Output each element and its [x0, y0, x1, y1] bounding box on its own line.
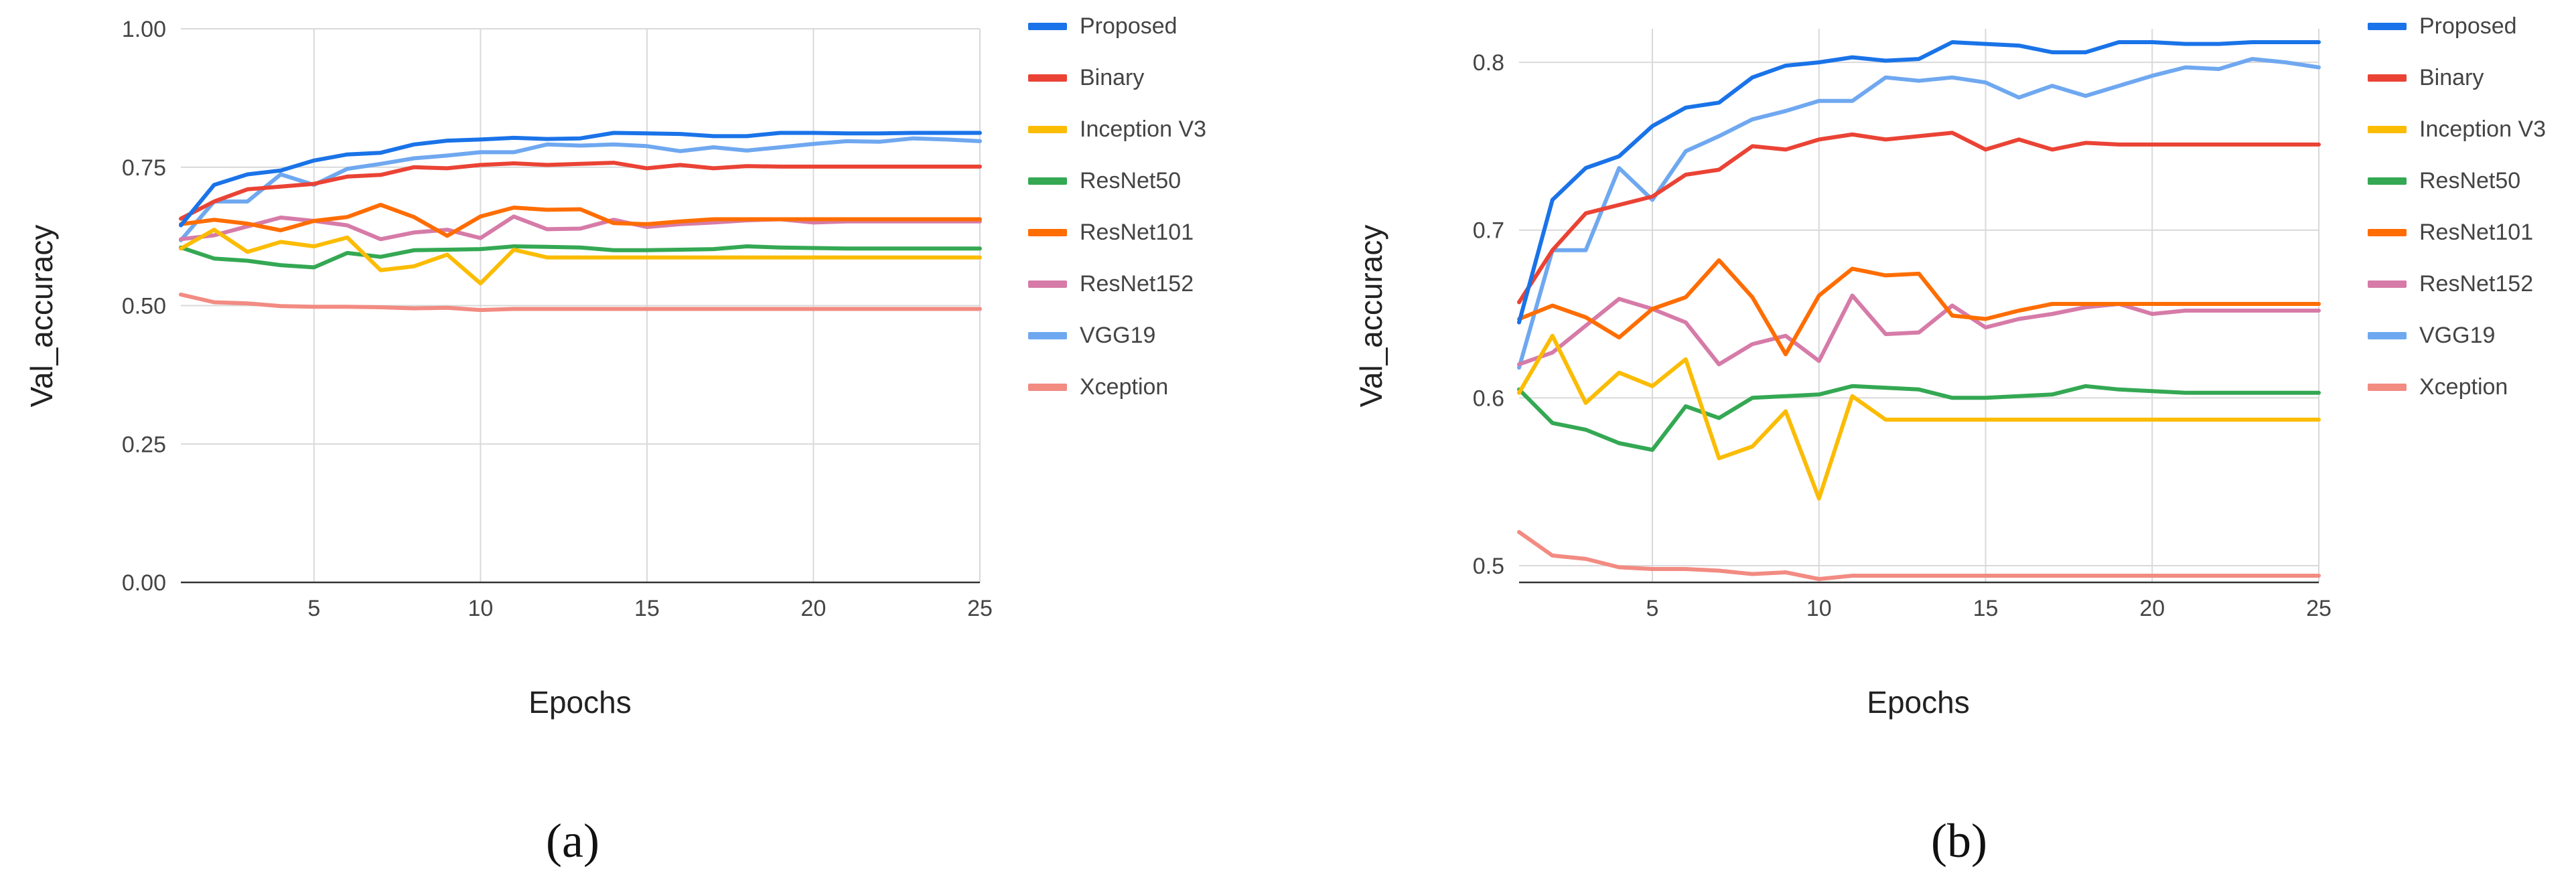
y-tick-label: 0.50 — [122, 294, 166, 319]
legend-swatch — [1028, 332, 1067, 339]
legend-label: ResNet152 — [2419, 271, 2533, 297]
series-line-xception — [1517, 530, 2321, 581]
chart-panel-a: 0.00 0.25 0.50 0.75 1.00 5 10 15 20 25 Epochs Val… — [24, 13, 1206, 868]
legend-label: Binary — [2419, 65, 2484, 90]
series-line-proposed — [179, 131, 982, 228]
series-line-inception-v3 — [179, 228, 982, 286]
legend-swatch — [2368, 23, 2407, 30]
x-tick-label: 20 — [801, 596, 827, 621]
legend: Proposed Binary Inception V3 ResNet50 ResNet… — [1028, 13, 1206, 400]
legend-swatch — [1028, 74, 1067, 82]
legend: Proposed Binary Inception V3 ResNet50 ResNet… — [2368, 13, 2546, 400]
legend-swatch — [1028, 384, 1067, 391]
series-line-binary — [179, 161, 982, 221]
series-line-proposed — [1517, 40, 2321, 325]
legend-label: ResNet50 — [1080, 168, 1181, 193]
chart-panel-b: 0.5 0.6 0.7 0.8 5 10 15 20 25 Epochs Val_accurac… — [1354, 13, 2546, 868]
legend-label: ResNet152 — [1080, 271, 1194, 297]
legend-label: Binary — [1080, 65, 1144, 90]
series-line-vgg19 — [1517, 57, 2321, 370]
series-line-binary — [1517, 131, 2321, 305]
legend-swatch — [1028, 177, 1067, 185]
y-tick-label: 1.00 — [122, 17, 166, 42]
x-tick-label: 25 — [967, 596, 993, 621]
legend-swatch — [1028, 280, 1067, 288]
x-tick-label: 5 — [307, 596, 320, 621]
legend-swatch — [2368, 177, 2407, 185]
series-lines — [1517, 40, 2321, 581]
y-tick-label: 0.5 — [1473, 554, 1504, 579]
y-tick-label: 0.25 — [122, 432, 166, 457]
series-line-inception-v3 — [1517, 333, 2321, 501]
tick-labels: 0.00 0.25 0.50 0.75 1.00 5 10 15 20 25 — [122, 17, 993, 621]
x-tick-label: 10 — [468, 596, 493, 621]
legend-swatch — [2368, 74, 2407, 82]
tick-labels: 0.5 0.6 0.7 0.8 5 10 15 20 25 — [1473, 50, 2332, 621]
legend-label: Xception — [1080, 374, 1168, 400]
legend-label: ResNet101 — [2419, 220, 2533, 245]
legend-swatch — [1028, 23, 1067, 30]
legend-label: VGG19 — [2419, 323, 2495, 348]
legend-swatch — [2368, 384, 2407, 391]
x-tick-label: 25 — [2306, 596, 2332, 621]
x-axis-label: Epochs — [528, 685, 631, 720]
legend-swatch — [2368, 126, 2407, 133]
x-tick-label: 15 — [1973, 596, 1999, 621]
panel-label: (a) — [546, 814, 599, 868]
y-tick-label: 0.00 — [122, 570, 166, 596]
y-tick-label: 0.7 — [1473, 218, 1504, 244]
x-tick-label: 5 — [1646, 596, 1659, 621]
legend-label: ResNet101 — [1080, 220, 1194, 245]
series-lines — [179, 131, 982, 313]
legend-label: Proposed — [1080, 13, 1177, 39]
panel-label: (b) — [1931, 814, 1987, 868]
y-tick-label: 0.6 — [1473, 386, 1504, 411]
series-line-xception — [179, 293, 982, 313]
y-tick-label: 0.75 — [122, 155, 166, 181]
x-tick-label: 20 — [2139, 596, 2165, 621]
series-line-resnet50 — [179, 244, 982, 270]
series-line-resnet101 — [179, 203, 982, 238]
x-axis-label: Epochs — [1867, 685, 1969, 720]
legend-swatch — [1028, 229, 1067, 236]
y-axis-label: Val_accuracy — [24, 225, 59, 408]
series-line-resnet101 — [1517, 258, 2321, 357]
legend-label: Proposed — [2419, 13, 2517, 39]
y-tick-label: 0.8 — [1473, 50, 1504, 76]
legend-label: Inception V3 — [2419, 116, 2546, 142]
legend-label: Inception V3 — [1080, 116, 1206, 142]
legend-swatch — [2368, 280, 2407, 288]
legend-swatch — [2368, 332, 2407, 339]
legend-swatch — [2368, 229, 2407, 236]
legend-label: VGG19 — [1080, 323, 1155, 348]
y-axis-label: Val_accuracy — [1354, 225, 1388, 408]
legend-label: ResNet50 — [2419, 168, 2520, 193]
legend-swatch — [1028, 126, 1067, 133]
x-tick-label: 15 — [634, 596, 660, 621]
x-tick-label: 10 — [1806, 596, 1832, 621]
legend-label: Xception — [2419, 374, 2508, 400]
series-line-resnet50 — [1517, 384, 2321, 452]
